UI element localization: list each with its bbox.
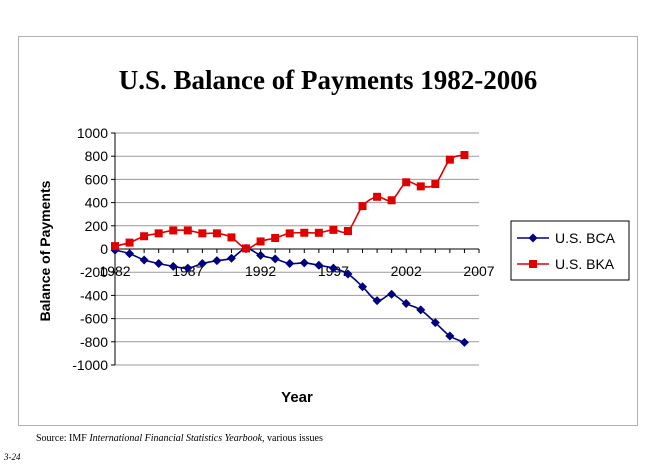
data-point bbox=[460, 151, 469, 160]
series-u-s-bka bbox=[111, 151, 469, 253]
y-tick-label: 1000 bbox=[77, 125, 108, 141]
data-point bbox=[125, 249, 135, 259]
data-point bbox=[300, 228, 309, 237]
data-point bbox=[459, 337, 469, 347]
data-point bbox=[242, 244, 251, 253]
data-point bbox=[387, 196, 396, 205]
data-point bbox=[270, 254, 280, 264]
y-tick-label: -200 bbox=[80, 264, 108, 280]
legend-label: U.S. BKA bbox=[555, 256, 615, 272]
data-point bbox=[198, 229, 207, 238]
data-point bbox=[343, 269, 353, 279]
data-point bbox=[328, 263, 338, 273]
data-point bbox=[111, 242, 119, 251]
page-number: 3-24 bbox=[4, 452, 21, 462]
data-point bbox=[430, 318, 440, 328]
x-tick-label: 1992 bbox=[245, 263, 276, 279]
y-tick-label: 200 bbox=[85, 218, 109, 234]
data-point bbox=[343, 227, 352, 236]
data-point bbox=[154, 259, 164, 268]
data-point bbox=[285, 259, 295, 268]
data-point bbox=[299, 258, 309, 268]
data-point bbox=[358, 282, 368, 292]
data-point bbox=[256, 250, 266, 260]
legend-box bbox=[510, 220, 630, 281]
data-point bbox=[402, 178, 411, 187]
x-tick-label: 2007 bbox=[463, 263, 494, 279]
data-point bbox=[183, 226, 192, 235]
x-tick-label: 1982 bbox=[99, 263, 130, 279]
data-point bbox=[271, 233, 280, 242]
chart-frame: U.S. Balance of Payments 1982-2006 Balan… bbox=[18, 36, 638, 426]
data-point bbox=[416, 305, 426, 315]
source-title: International Financial Statistics Yearb… bbox=[89, 433, 265, 444]
data-point bbox=[169, 226, 178, 235]
data-point bbox=[387, 289, 397, 299]
legend-marker bbox=[529, 260, 537, 268]
y-tick-label: 400 bbox=[85, 195, 109, 211]
y-tick-label: -400 bbox=[80, 287, 108, 303]
data-point bbox=[285, 229, 294, 238]
y-tick-label: 600 bbox=[85, 171, 109, 187]
series-u-s-bca bbox=[110, 243, 469, 347]
data-point bbox=[125, 238, 134, 247]
data-point bbox=[140, 232, 149, 241]
legend-label: U.S. BCA bbox=[555, 230, 616, 246]
data-point bbox=[401, 299, 411, 309]
source-note: Source: IMF International Financial Stat… bbox=[36, 433, 323, 444]
data-point bbox=[445, 331, 455, 341]
x-axis-label: Year bbox=[281, 389, 313, 406]
y-tick-label: 800 bbox=[85, 148, 109, 164]
data-point bbox=[168, 261, 178, 271]
data-point bbox=[431, 180, 440, 189]
source-suffix: various issues bbox=[264, 433, 323, 444]
legend: U.S. BCA U.S. BKA bbox=[510, 220, 630, 281]
chart-title: U.S. Balance of Payments 1982-2006 bbox=[119, 65, 537, 95]
data-point bbox=[314, 228, 323, 237]
data-point bbox=[212, 229, 221, 238]
x-tick-label: 2002 bbox=[391, 263, 422, 279]
source-prefix: Source: IMF bbox=[36, 433, 90, 444]
data-point bbox=[314, 260, 324, 270]
data-point bbox=[212, 256, 222, 266]
data-point bbox=[445, 155, 454, 164]
data-point bbox=[226, 253, 236, 263]
y-tick-label: 0 bbox=[100, 241, 108, 257]
data-point bbox=[256, 237, 265, 246]
data-point bbox=[154, 229, 163, 238]
balance-of-payments-chart: U.S. Balance of Payments 1982-2006 Balan… bbox=[37, 65, 630, 406]
y-axis-label: Balance of Payments bbox=[37, 180, 53, 321]
y-tick-label: -1000 bbox=[72, 357, 108, 373]
data-point bbox=[372, 296, 382, 306]
data-point bbox=[329, 225, 338, 234]
data-point bbox=[373, 192, 382, 201]
legend-marker bbox=[528, 233, 538, 243]
data-point bbox=[227, 233, 236, 242]
data-point bbox=[416, 182, 425, 191]
data-point bbox=[197, 259, 207, 268]
y-tick-label: -800 bbox=[80, 334, 108, 350]
legend-item-u-s-bka: U.S. BKA bbox=[517, 256, 615, 272]
y-tick-label: -600 bbox=[80, 311, 108, 327]
data-point bbox=[358, 202, 367, 211]
data-point bbox=[139, 255, 149, 265]
legend-item-u-s-bca: U.S. BCA bbox=[517, 230, 616, 246]
data-point bbox=[183, 263, 193, 273]
